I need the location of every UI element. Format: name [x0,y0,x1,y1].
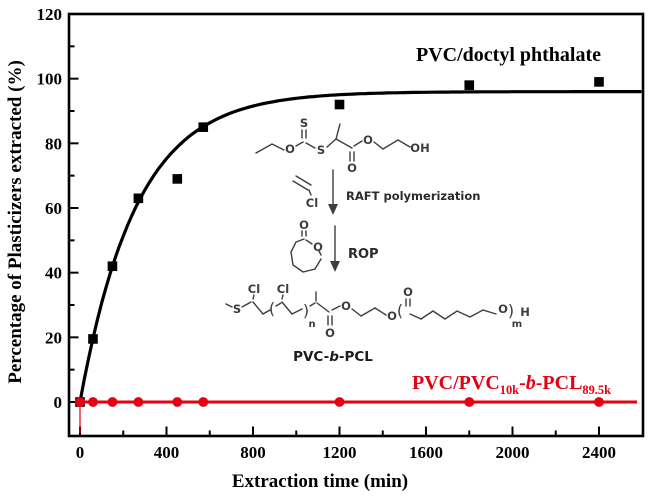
data-point-circle [133,397,144,407]
atom-label: O [347,161,357,175]
data-point-square [334,99,345,110]
product-name: PVC-b-PCL [293,349,373,365]
caprolactone-structure: O O [290,218,323,273]
atom-label: O [325,326,335,340]
paren-close: ) [303,301,309,320]
data-point-square [133,193,144,204]
atom-label: O [341,299,351,313]
atom-label: O [285,142,295,156]
y-tick-label: 0 [54,393,63,412]
data-point-square [198,122,209,132]
x-tick-label: 2400 [582,443,616,462]
atom-label: O [403,285,413,299]
atom-label: S [300,116,308,130]
repeat-index-n: n [308,319,315,330]
vinyl-chloride-structure: Cl [292,175,318,210]
data-point-square [107,261,118,271]
data-point-square [594,77,604,87]
atom-label: O [363,133,373,147]
atom-label: Cl [277,282,289,296]
black-series-label: PVC/doctyl phthalate [416,44,601,66]
product-structure: S Cl Cl ( ) n O O O ( O O ) m H [225,282,530,340]
rop-step-label: ROP [348,247,379,262]
y-tick-label: 80 [45,134,62,153]
data-point-square [464,80,475,90]
rop-arrow: ROP [330,225,379,272]
paren-open: ( [397,301,403,320]
atom-label: S [233,302,241,316]
raft-agent-structure: S O S O O OH [255,116,430,175]
plot-frame [67,12,645,438]
y-tick-label: 60 [45,199,62,218]
atom-label: Cl [248,282,260,296]
red-series-label: PVC/PVC10k-b-PCL89.5k [412,372,611,397]
data-point-square [88,334,98,344]
y-tick-label: 40 [45,264,62,283]
data-point-circle [334,397,345,407]
x-tick-label: 1200 [323,443,357,462]
y-tick-label: 100 [37,70,63,89]
data-point-circle [464,397,475,407]
x-tick-label: 400 [154,443,180,462]
paren-close: ) [508,301,514,320]
y-tick-label: 20 [45,328,62,347]
x-tick-label: 2000 [496,443,530,462]
data-point-square [172,174,183,184]
paren-open: ( [269,299,275,318]
x-tick-label: 1600 [409,443,443,462]
x-tick-label: 800 [240,443,266,462]
y-axis-title: Percentage of Plasticizers extracted (%) [5,60,26,384]
atom-label: O [498,302,508,316]
raft-arrow: RAFT polymerization [328,169,480,215]
fit-curve [78,90,642,403]
atom-label: OH [410,141,429,155]
atom-label: S [317,143,325,157]
data-point-circle [75,397,85,407]
repeat-index-m: m [512,319,522,330]
data-point-circle [107,397,118,407]
atom-label: Cl [306,196,318,210]
atom-label: O [313,240,323,254]
atom-label: O [387,309,397,323]
data-point-circle [594,397,604,407]
atom-label: H [520,305,530,319]
data-point-circle [88,397,98,407]
x-axis-title: Extraction time (min) [231,471,409,492]
raft-step-label: RAFT polymerization [346,189,480,203]
y-tick-label: 120 [37,5,63,24]
data-point-circle [172,397,183,407]
atom-label: O [299,218,309,232]
x-tick-label: 0 [76,443,85,462]
data-point-circle [198,397,209,407]
